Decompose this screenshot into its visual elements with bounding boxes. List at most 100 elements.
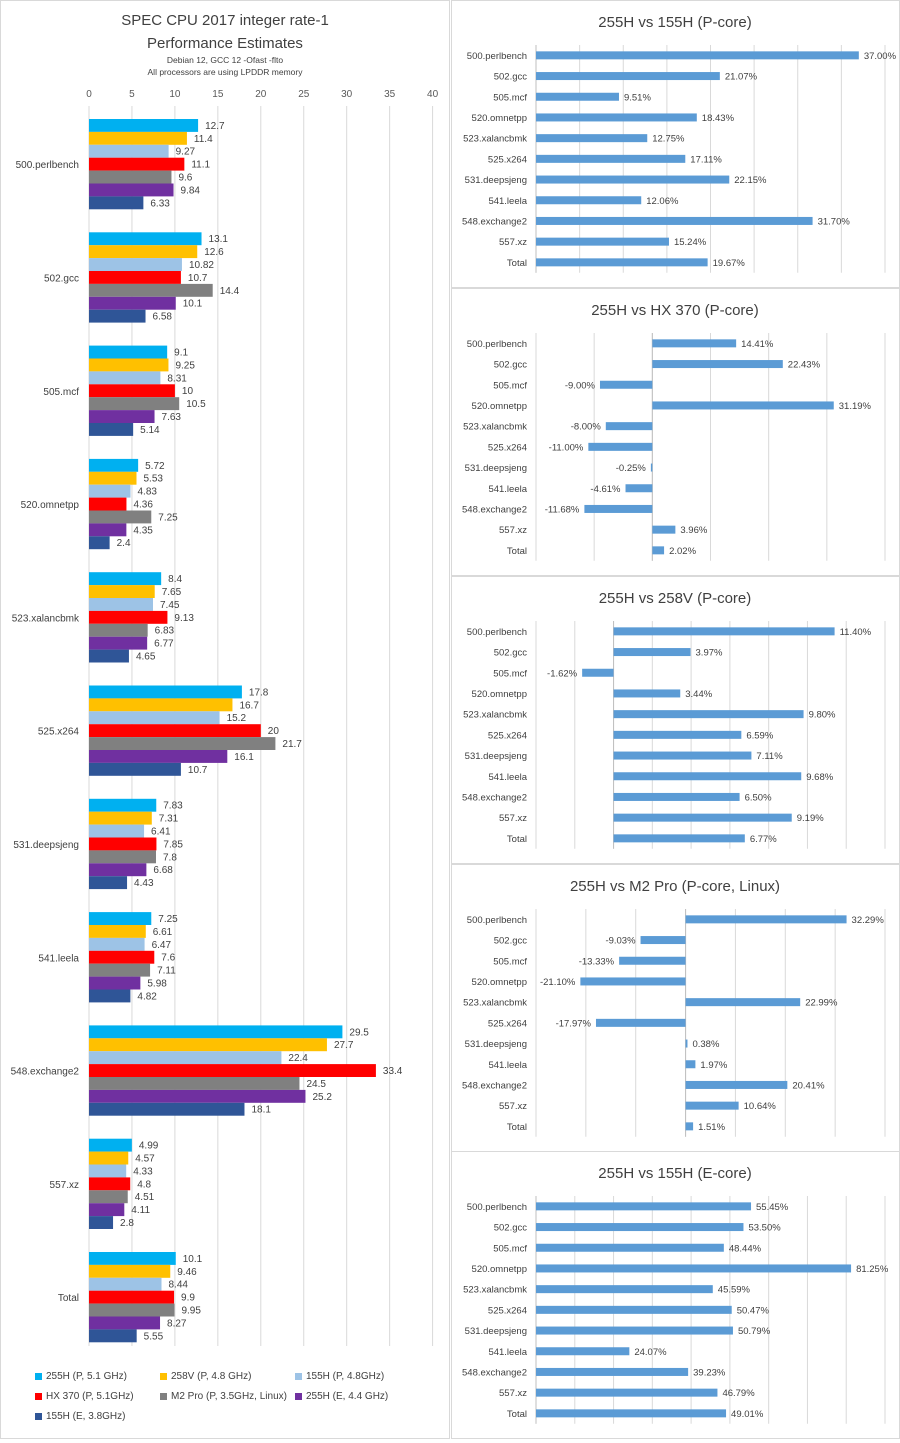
x-tick-label: 10	[169, 89, 181, 100]
bar	[89, 811, 152, 825]
comparison-chart-255h-vs-155h-p: 255H vs 155H (P-core) 500.perlbench 37.00…	[462, 14, 897, 273]
data-label: 19.67%	[713, 258, 746, 269]
bar	[89, 245, 198, 259]
legend-item: M2 Pro (P, 3.5GHz, Linux)	[160, 1391, 287, 1402]
data-label: 22.4	[288, 1053, 308, 1064]
data-label: 10.5	[186, 399, 206, 410]
bar	[536, 216, 813, 225]
data-label: 31.19%	[839, 401, 872, 412]
data-label: -13.33%	[579, 956, 615, 967]
bar	[89, 1038, 327, 1052]
bar	[89, 598, 153, 611]
category-label: 525.x264	[488, 1305, 527, 1316]
bar	[89, 572, 162, 586]
category-label: 557.xz	[499, 1388, 527, 1399]
bar	[89, 410, 155, 423]
bar	[89, 976, 141, 990]
data-label: 2.8	[120, 1218, 134, 1229]
category-label: Total	[507, 546, 527, 557]
data-label: 8.27	[167, 1318, 187, 1329]
data-label: 3.96%	[680, 525, 707, 536]
data-label: -17.97%	[556, 1018, 592, 1029]
data-label: 11.40%	[840, 627, 872, 638]
comparison-panel-1: 255H vs 155H (P-core) 500.perlbench 37.00…	[451, 0, 900, 288]
legend-label: 255H (P, 5.1 GHz)	[46, 1371, 127, 1382]
data-label: 8.44	[168, 1280, 188, 1291]
data-label: 4.82	[137, 991, 157, 1002]
category-label: 520.omnetpp	[472, 1264, 527, 1275]
data-label: 29.5	[349, 1027, 369, 1038]
data-label: 7.45	[160, 600, 180, 611]
bar	[89, 510, 152, 524]
category-label: 520.omnetpp	[472, 401, 527, 412]
data-label: 37.00%	[864, 51, 897, 62]
category-label: 500.perlbench	[467, 915, 527, 926]
bar	[582, 668, 614, 677]
data-label: 3.44%	[685, 689, 712, 700]
bar	[89, 345, 168, 359]
category-label: 525.x264	[488, 442, 527, 453]
category-label: 502.gcc	[494, 648, 528, 659]
data-label: 14.41%	[741, 339, 774, 350]
data-label: 27.7	[334, 1040, 354, 1051]
bar	[89, 1216, 114, 1229]
bar	[613, 627, 835, 636]
bar	[89, 623, 148, 637]
bar	[613, 648, 691, 657]
bar	[89, 1329, 137, 1343]
bar	[652, 525, 676, 534]
bar	[605, 422, 653, 431]
x-tick-label: 35	[384, 89, 396, 100]
data-label: 7.6	[161, 953, 175, 964]
data-label: 17.11%	[690, 154, 722, 165]
category-label: Total	[507, 834, 527, 845]
legend-swatch	[295, 1373, 302, 1380]
x-tick-label: 30	[341, 89, 353, 100]
bar	[89, 724, 261, 738]
data-label: 12.06%	[646, 196, 679, 207]
bar	[89, 484, 131, 498]
bar	[536, 237, 669, 246]
data-label: 1.51%	[698, 1122, 725, 1133]
bar	[89, 610, 168, 624]
data-label: 4.33	[133, 1166, 153, 1177]
data-label: 10	[182, 386, 194, 397]
bar	[89, 863, 147, 877]
category-label: 502.gcc	[494, 1223, 528, 1234]
data-label: -8.00%	[571, 422, 602, 433]
data-label: 9.25	[175, 360, 195, 371]
bar	[89, 1316, 161, 1330]
comparison-title: 255H vs 155H (P-core)	[598, 14, 751, 31]
data-label: 10.7	[188, 273, 208, 284]
data-label: 10.64%	[744, 1101, 777, 1112]
bar	[89, 1151, 129, 1165]
bar	[536, 1285, 713, 1294]
x-tick-label: 20	[255, 89, 267, 100]
bar	[89, 649, 129, 663]
bar	[685, 1080, 788, 1089]
data-label: 21.7	[282, 739, 302, 750]
data-label: 46.79%	[722, 1388, 755, 1399]
category-label: 557.xz	[499, 237, 527, 248]
bar	[89, 196, 144, 210]
category-label: 502.gcc	[494, 936, 528, 947]
comparison-chart-255h-vs-hx370-p: 255H vs HX 370 (P-core) 500.perlbench 14.…	[462, 302, 886, 561]
category-label: 520.omnetpp	[472, 113, 527, 124]
category-label: 525.x264	[488, 730, 527, 741]
legend-label: 258V (P, 4.8 GHz)	[171, 1371, 252, 1382]
category-label: Total	[507, 1122, 527, 1133]
data-label: -1.62%	[547, 668, 578, 679]
bar	[580, 977, 686, 986]
data-label: 10.1	[183, 1254, 203, 1265]
data-label: -0.25%	[616, 463, 647, 474]
legend-item: HX 370 (P, 5.1GHz)	[35, 1391, 134, 1402]
bar	[613, 792, 740, 801]
bar	[536, 1326, 733, 1335]
data-label: 4.51	[135, 1192, 155, 1203]
category-label: 531.deepsjeng	[465, 463, 527, 474]
data-label: 20	[268, 726, 280, 737]
data-label: 6.59%	[746, 730, 773, 741]
data-label: 14.4	[220, 286, 240, 297]
legend-label: 155H (P, 4.8GHz)	[306, 1371, 385, 1382]
bar	[89, 170, 172, 184]
